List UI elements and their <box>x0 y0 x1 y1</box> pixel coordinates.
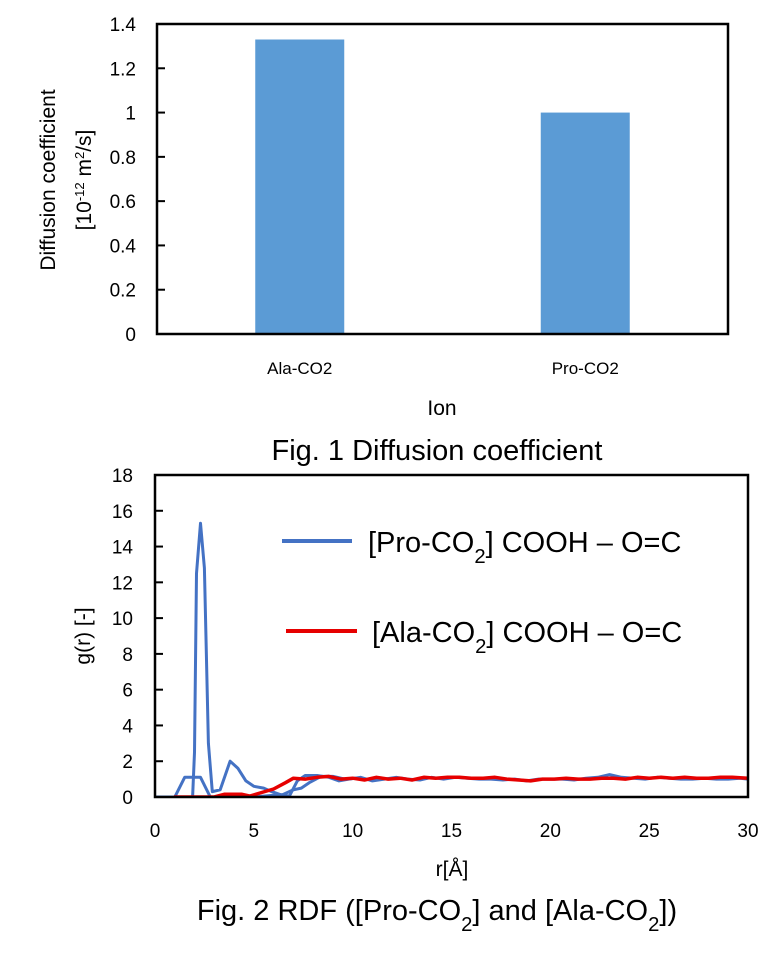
y-tick-label: 16 <box>112 502 133 523</box>
x-tick-label: 25 <box>639 821 660 842</box>
legend-entry-pro-co2: [Pro-CO2] COOH – O=C <box>282 527 681 568</box>
y-tick-label: 4 <box>122 716 133 737</box>
x-tick-label: 10 <box>342 821 363 842</box>
x-tick-label: 15 <box>441 821 462 842</box>
x-category-label: Ala-CO2 <box>267 359 332 378</box>
y-tick-label: 18 <box>112 466 133 487</box>
y-tick-label: 8 <box>122 645 133 666</box>
plot-frame <box>153 473 750 799</box>
x-tick-label: 5 <box>249 821 260 842</box>
y-tick-label: 0 <box>125 325 136 346</box>
y-tick-label: 1 <box>125 104 136 125</box>
y-tick-label: 10 <box>112 609 133 630</box>
y-tick-label: 0.6 <box>110 192 136 213</box>
x-axis-title: r[Å] <box>436 858 469 881</box>
y-axis-title: Diffusion coefficient [10-12 m2/s] <box>37 89 96 270</box>
y-tick-label: 14 <box>112 538 134 559</box>
y-axis-title-line2: [10-12 m2/s] <box>72 130 97 231</box>
plot-frame <box>155 22 730 336</box>
x-axis-title: Ion <box>427 397 456 420</box>
y-tick-label: 0.4 <box>110 236 137 257</box>
y-axis-title-line1: Diffusion coefficient <box>37 89 60 270</box>
x-tick-label: 30 <box>737 821 758 842</box>
bar-ala-co2 <box>255 39 345 334</box>
y-tick-label: 2 <box>122 752 133 773</box>
bar-pro-co2 <box>540 112 630 334</box>
x-axis-category-labels: Ala-CO2 Pro-CO2 <box>267 359 619 378</box>
y-tick-label: 1.2 <box>110 59 136 80</box>
y-axis-ticks <box>155 509 163 763</box>
series-line-ala-co2 <box>173 774 748 797</box>
y-axis-ticks <box>157 67 165 291</box>
legend-entry-ala-co2: [Ala-CO2] COOH – O=C <box>286 617 682 658</box>
y-tick-label: 1.4 <box>110 15 137 36</box>
x-category-label: Pro-CO2 <box>552 359 619 378</box>
legend: [Pro-CO2] COOH – O=C [Ala-CO2] COOH – O=… <box>282 527 682 658</box>
bar-chart: 00.20.40.60.811.21.4 Ala-CO2 Pro-CO2 Ion … <box>37 15 730 467</box>
series-line-pro-co2 <box>155 521 748 797</box>
legend-label-ala: [Ala-CO2] COOH – O=C <box>372 617 682 658</box>
x-tick-label: 0 <box>150 821 161 842</box>
y-tick-label: 0.2 <box>110 281 136 302</box>
y-axis-title: g(r) [-] <box>72 607 95 664</box>
line-series-group <box>155 521 748 797</box>
figure-2-caption: Fig. 2 RDF ([Pro-CO2] and [Ala-CO2]) <box>197 895 677 936</box>
y-tick-label: 0.8 <box>110 148 136 169</box>
x-tick-label: 20 <box>540 821 561 842</box>
rdf-line-chart: 0 2 4 6 8 10 12 14 16 18 0 5 10 15 20 25 30 [Pro-CO2] C… <box>72 466 759 936</box>
y-axis-tick-labels: 0 0.2 0.4 0.6 0.8 1 1.2 1.4 <box>110 15 137 346</box>
y-tick-label: 12 <box>112 573 133 594</box>
y-axis-tick-labels: 0 2 4 6 8 10 12 14 16 18 <box>112 466 134 809</box>
y-tick-label: 0 <box>122 788 133 809</box>
legend-label-pro: [Pro-CO2] COOH – O=C <box>368 527 681 568</box>
bar-series <box>255 39 630 334</box>
y-tick-label: 6 <box>122 681 133 702</box>
x-axis-tick-labels: 0 5 10 15 20 25 30 <box>150 821 759 842</box>
figure-1-caption: Fig. 1 Diffusion coefficient <box>272 435 603 467</box>
